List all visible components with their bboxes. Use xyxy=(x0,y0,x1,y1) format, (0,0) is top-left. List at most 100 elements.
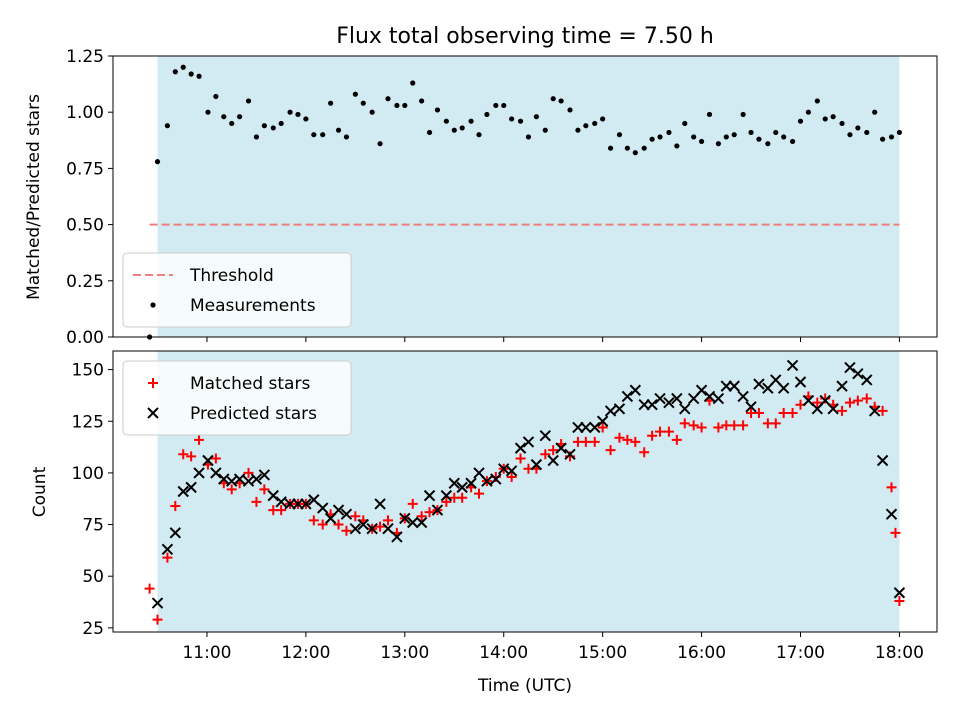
predicted-stars-point xyxy=(861,374,873,386)
measurement-point xyxy=(715,141,721,147)
chart-title: Flux total observing time = 7.50 h xyxy=(336,24,714,49)
matched-stars-point xyxy=(152,614,163,625)
counts-panel: 25 50 75 100 125 150 11:00 12:00 13:00 14:00 15:00… xyxy=(72,350,938,663)
predicted-stars-point xyxy=(177,485,189,498)
measurement-point xyxy=(624,145,630,151)
matched-stars-point xyxy=(144,583,155,594)
matched-stars-point xyxy=(333,519,344,530)
y-tick-label: 0.75 xyxy=(66,159,104,179)
legend-box xyxy=(122,252,352,328)
predicted-stars-point xyxy=(621,390,634,403)
predicted-stars-point xyxy=(589,421,601,434)
predicted-stars-point xyxy=(258,469,271,481)
matched-stars-point xyxy=(729,420,740,431)
predicted-stars-point xyxy=(663,396,675,409)
measurement-point xyxy=(789,138,796,145)
axes-frame xyxy=(112,350,938,633)
measurement-point xyxy=(814,98,820,104)
matched-stars-point xyxy=(837,405,848,416)
predicted-stars-point xyxy=(671,392,683,405)
measurement-point xyxy=(419,98,425,104)
measurement-point xyxy=(847,132,853,138)
measurement-point xyxy=(773,129,779,136)
measurement-point xyxy=(533,114,539,120)
matched-stars-point xyxy=(457,492,468,503)
y-tick-label: 75 xyxy=(82,516,104,536)
ratio-y-axis-label: Matched/Predicted stars xyxy=(24,94,44,300)
predicted-stars-point xyxy=(317,502,329,514)
matched-stars-point xyxy=(178,449,189,460)
predicted-stars-point xyxy=(703,390,716,403)
matched-stars-point xyxy=(778,407,789,418)
predicted-stars-point xyxy=(629,384,642,396)
measurement-point xyxy=(691,134,697,140)
measurement-point xyxy=(872,109,878,115)
predicted-stars-point xyxy=(308,494,320,506)
x-tick-label: 11:00 xyxy=(182,643,231,663)
measurement-point xyxy=(839,120,845,127)
y-tick-label: 150 xyxy=(72,361,104,381)
legend-label: Threshold xyxy=(189,266,274,286)
matched-stars-point xyxy=(787,407,798,418)
predicted-stars-point xyxy=(275,496,287,508)
predicted-stars-point xyxy=(786,359,799,372)
matched-stars-point xyxy=(416,511,427,522)
matched-stars-point xyxy=(515,453,526,464)
measurement-point xyxy=(229,120,235,127)
measurement-point xyxy=(822,116,828,122)
measurement-point xyxy=(303,116,309,122)
predicted-stars-point xyxy=(695,384,708,396)
measurement-point xyxy=(476,132,482,138)
measurement-point xyxy=(328,100,334,106)
predicted-stars-point xyxy=(366,522,378,535)
measurement-point xyxy=(287,109,293,115)
measurement-point xyxy=(394,102,400,109)
measurement-point xyxy=(805,109,812,115)
predicted-stars-point xyxy=(852,368,864,380)
x-tick-label: 16:00 xyxy=(677,643,726,663)
matched-stars-point xyxy=(738,420,749,431)
measurement-point xyxy=(180,64,186,70)
measurement-point xyxy=(443,118,449,124)
measurement-point xyxy=(343,134,350,140)
measurement-point xyxy=(879,136,886,142)
x-tick-label: 14:00 xyxy=(479,643,528,663)
matched-stars-point xyxy=(890,527,901,538)
predicted-stars-point xyxy=(169,527,182,539)
predicted-stars-point xyxy=(596,415,609,427)
matched-stars-point xyxy=(317,519,328,530)
predicted-stars-point xyxy=(300,498,312,510)
predicted-stars-point xyxy=(737,390,749,403)
axes-frame xyxy=(112,55,938,338)
predicted-stars-point xyxy=(415,516,428,529)
measurement-point xyxy=(855,125,861,131)
matched-stars-point xyxy=(671,434,682,445)
predicted-stars-point xyxy=(193,467,205,479)
x-tick-label: 17:00 xyxy=(776,643,825,663)
predicted-stars-point xyxy=(827,403,839,415)
predicted-stars-point xyxy=(802,394,815,407)
counts-y-axis-label: Count xyxy=(30,466,50,517)
measurement-point xyxy=(205,109,211,115)
x-axis-label: Time (UTC) xyxy=(477,676,572,696)
predicted-stars-point xyxy=(844,361,856,374)
measurement-point xyxy=(237,114,243,120)
predicted-stars-point xyxy=(481,475,493,487)
matched-stars-point xyxy=(597,422,608,433)
predicted-stars-point xyxy=(505,465,518,477)
measurement-point xyxy=(607,145,614,151)
predicted-stars-point xyxy=(753,378,765,390)
y-tick-label: 100 xyxy=(72,464,104,484)
matched-stars-point xyxy=(812,397,823,408)
measurement-point xyxy=(369,109,375,115)
matched-stars-point xyxy=(407,498,418,509)
matched-stars-point xyxy=(877,405,888,416)
predicted-stars-point xyxy=(391,531,403,543)
predicted-stars-point xyxy=(490,473,502,485)
ratio-panel: 0.00 0.25 0.50 0.75 1.00 1.25 Threshold Measure… xyxy=(66,47,938,348)
matched-stars-point xyxy=(341,525,352,536)
legend-label: Measurements xyxy=(190,296,316,316)
measurement-point xyxy=(674,143,680,149)
matched-stars-point xyxy=(688,420,699,431)
